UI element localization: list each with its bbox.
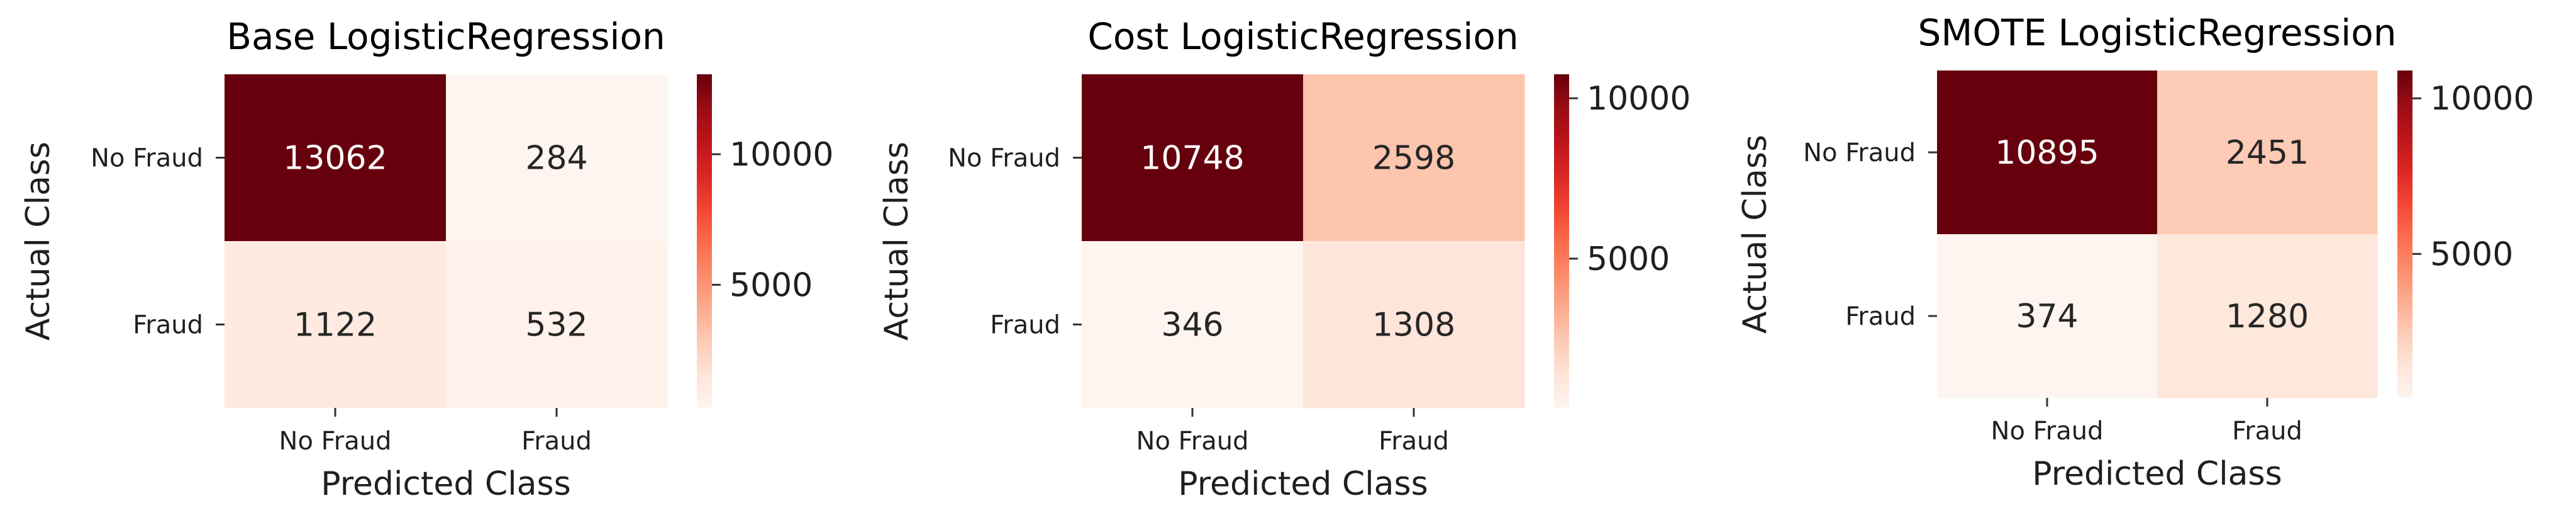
y-tick-label: Fraud (990, 311, 1060, 340)
cell-value-label: 10748 (1140, 140, 1244, 178)
x-axis-label: Predicted Class (2032, 455, 2282, 493)
x-tick-label: No Fraud (279, 427, 392, 456)
cell-value-label: 1280 (2226, 298, 2309, 336)
x-axis-label: Predicted Class (1178, 465, 1428, 503)
heatmap-cell (225, 241, 447, 409)
heatmap-cell (1082, 241, 1304, 409)
y-tick-label: Fraud (133, 311, 203, 340)
x-tick-label: Fraud (521, 427, 592, 456)
colorbar (697, 74, 712, 408)
colorbar-tick-label: 10000 (1587, 80, 1690, 118)
cell-value-label: 2598 (1372, 140, 1455, 178)
y-axis-label: Actual Class (1736, 135, 1774, 334)
x-tick-label: No Fraud (1991, 417, 2104, 446)
cell-value-label: 13062 (283, 140, 387, 178)
colorbar-tick-label: 10000 (730, 136, 833, 174)
colorbar (1554, 74, 1569, 408)
y-axis-label: Actual Class (878, 142, 916, 341)
cell-value-label: 374 (2016, 298, 2078, 336)
cell-value-label: 10895 (1995, 134, 2099, 172)
chart-title: Cost LogisticRegression (1087, 15, 1518, 58)
chart-title: SMOTE LogisticRegression (1918, 11, 2397, 54)
confusion-matrix-cost: Cost LogisticRegression 10748 2598 346 1308 N… (878, 15, 1690, 503)
colorbar-tick-label: 5000 (2430, 235, 2513, 273)
chart-title: Base LogisticRegression (226, 15, 665, 58)
x-tick-label: Fraud (2232, 417, 2302, 446)
heatmap-cell (1937, 71, 2158, 235)
confusion-matrix-smote: SMOTE LogisticRegression 10895 2451 374 1280… (1736, 11, 2534, 493)
colorbar-tick-label: 10000 (2430, 80, 2534, 118)
y-tick-label: No Fraud (91, 144, 203, 173)
heatmap-cell (1937, 234, 2158, 398)
heatmap-cell (2157, 71, 2378, 235)
heatmap-cell (1303, 241, 1525, 409)
cell-value-label: 532 (525, 307, 587, 344)
heatmap-cell (446, 74, 668, 242)
x-tick-label: No Fraud (1136, 427, 1249, 456)
y-tick-label: No Fraud (1803, 138, 1916, 167)
cell-value-label: 284 (525, 140, 587, 178)
y-axis-label: Actual Class (19, 142, 57, 341)
x-tick-label: Fraud (1379, 427, 1449, 456)
cell-value-label: 346 (1161, 307, 1223, 344)
colorbar-tick-label: 5000 (730, 266, 813, 304)
colorbar-tick-label: 5000 (1587, 240, 1670, 278)
confusion-matrix-base: Base LogisticRegression 13062 284 1122 532 No… (19, 15, 833, 503)
heatmap-cell (225, 74, 447, 242)
heatmap-cell (1303, 74, 1525, 242)
x-axis-label: Predicted Class (321, 465, 570, 503)
heatmap-cell (1082, 74, 1304, 242)
y-tick-label: Fraud (1845, 302, 1916, 331)
colorbar (2397, 71, 2412, 398)
heatmap-cell (446, 241, 668, 409)
heatmap-cell (2157, 234, 2378, 398)
cell-value-label: 2451 (2226, 134, 2309, 172)
cell-value-label: 1122 (294, 307, 377, 344)
cell-value-label: 1308 (1372, 307, 1455, 344)
y-tick-label: No Fraud (948, 144, 1060, 173)
